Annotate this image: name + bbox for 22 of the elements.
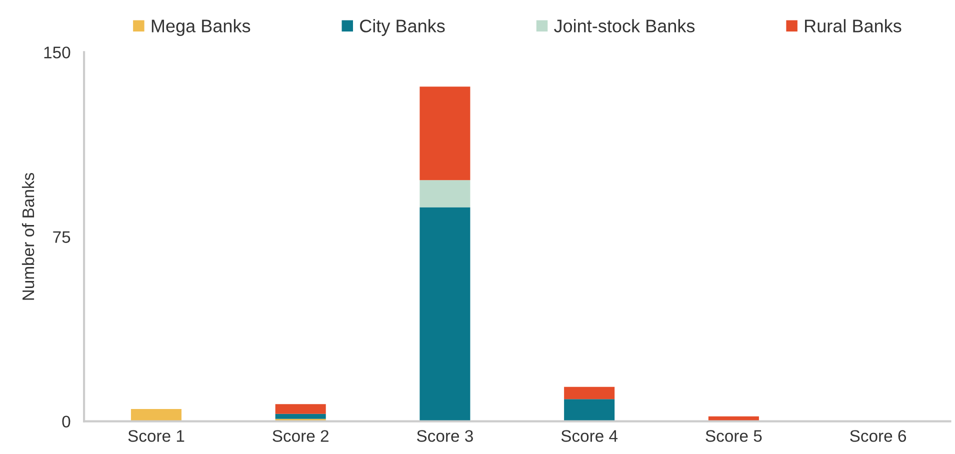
legend-label: Joint-stock Banks <box>554 19 695 32</box>
bar <box>130 409 182 422</box>
bar <box>420 207 470 422</box>
x-tick-label: Score 5 <box>706 430 762 442</box>
bar <box>420 180 470 208</box>
x-tick-label: Score 3 <box>416 430 473 442</box>
x-tick-label: Score 6 <box>850 430 906 442</box>
y-tick-label: 75 <box>53 231 70 243</box>
bar <box>564 386 615 400</box>
bar <box>564 399 615 422</box>
legend-label: Rural Banks <box>805 19 902 32</box>
legend-label: City Banks <box>360 19 445 36</box>
y-tick-label: 150 <box>44 46 70 58</box>
y-axis-title: Number of Banks <box>22 172 34 300</box>
bar <box>420 86 470 180</box>
x-tick-label: Score 4 <box>561 430 618 442</box>
x-tick-label: Score 1 <box>128 430 184 442</box>
x-tick-label: Score 2 <box>272 430 328 442</box>
bar <box>275 404 326 414</box>
y-tick-label: 0 <box>62 416 70 428</box>
legend-label: Mega Banks <box>152 19 250 36</box>
bar <box>275 414 326 419</box>
